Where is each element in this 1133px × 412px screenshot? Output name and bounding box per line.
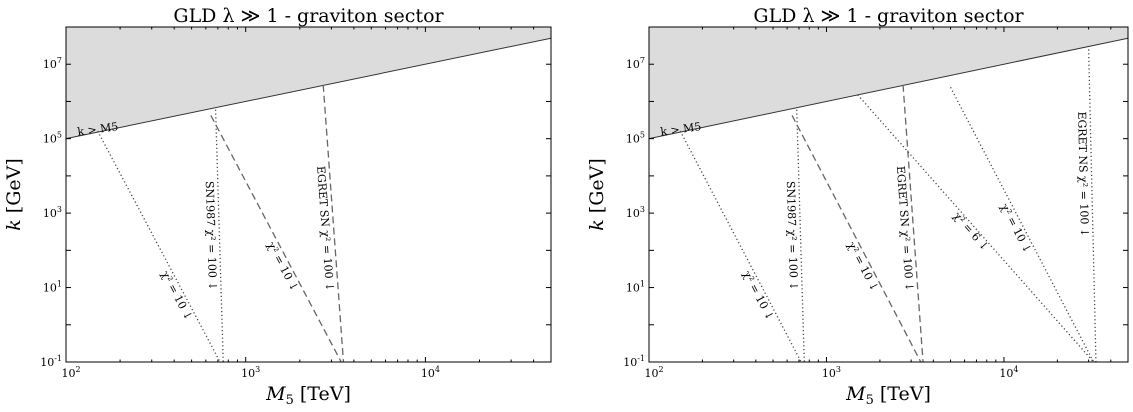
x-tick-label: 103 xyxy=(241,365,260,380)
series-line-3 xyxy=(791,115,922,362)
y-tick-label: 101 xyxy=(626,280,645,295)
x-tick-label: 104 xyxy=(421,365,440,380)
series-label-3: χ² = 10 ↓ xyxy=(845,240,882,294)
series-label-1: χ² = 10 ↓ xyxy=(740,269,777,323)
x-axis-label: M5 [TeV] xyxy=(845,383,931,408)
series-label-2: SN1987 χ² = 100 ↓ xyxy=(203,181,219,291)
excluded-region xyxy=(66,27,551,139)
excluded-region xyxy=(649,27,1128,139)
series-label-5: χ² = 6 ↓ xyxy=(951,210,992,254)
series-line-2 xyxy=(214,109,224,362)
y-tick-label: 101 xyxy=(43,280,62,295)
chart-title: GLD λ ≫ 1 - graviton sector xyxy=(753,5,1024,27)
chart-panel-2: k > M5 χ² = 10 ↓ SN1987 χ² = 100 ↓ χ² = 10 … xyxy=(586,5,1129,408)
y-tick-label: 10-1 xyxy=(40,354,62,369)
x-tick-label: 102 xyxy=(644,365,663,380)
excluded-region-label: k > M5 xyxy=(660,120,703,139)
plot-frame xyxy=(65,26,552,363)
series-label-2: SN1987 χ² = 100 ↓ xyxy=(784,181,800,291)
series-line-5 xyxy=(857,94,1095,362)
series-line-1 xyxy=(679,130,802,362)
y-axis-label: k [GeV] xyxy=(3,158,25,231)
plot-area: k > M5 xyxy=(66,27,551,362)
series-label-6: χ² = 10 ↓ xyxy=(998,202,1034,256)
series-label-1: χ² = 10 ↓ xyxy=(158,269,195,323)
y-tick-label: 105 xyxy=(43,131,62,146)
x-tick-label: 104 xyxy=(999,365,1018,380)
series-line-4 xyxy=(322,84,345,362)
y-tick-label: 10-1 xyxy=(623,354,645,369)
x-tick-label: 102 xyxy=(61,365,80,380)
series-line-1 xyxy=(97,130,221,362)
plot-frame xyxy=(648,26,1129,363)
series-label-4: EGRET SN χ² = 100 ↓ xyxy=(894,166,916,292)
x-tick-label: 103 xyxy=(822,365,841,380)
series-label-3: χ² = 10 ↓ xyxy=(264,240,301,294)
y-axis-label: k [GeV] xyxy=(586,158,608,231)
y-tick-label: 103 xyxy=(43,205,62,220)
excluded-region-boundary xyxy=(649,37,1128,140)
chart-panel-1: k > M5 χ² = 10 ↓ SN1987 χ² = 100 ↓ χ² = 10 … xyxy=(3,5,552,408)
series-label-4: EGRET SN χ² = 100 ↓ xyxy=(314,166,336,292)
series-line-7 xyxy=(1087,49,1097,362)
x-axis-label: M5 [TeV] xyxy=(265,383,351,408)
series-line-4 xyxy=(902,84,924,362)
series-label-7: EGRET NS χ² = 100 ↓ xyxy=(1075,111,1091,237)
plot-area: k > M5 xyxy=(649,27,1128,362)
excluded-region-boundary xyxy=(66,37,551,140)
series-line-3 xyxy=(210,115,342,362)
y-tick-label: 107 xyxy=(43,56,62,71)
chart-title: GLD λ ≫ 1 - graviton sector xyxy=(173,5,444,27)
y-tick-label: 103 xyxy=(626,205,645,220)
y-tick-label: 105 xyxy=(626,131,645,146)
excluded-region-label: k > M5 xyxy=(77,120,120,139)
y-tick-label: 107 xyxy=(626,56,645,71)
series-line-2 xyxy=(796,109,805,362)
